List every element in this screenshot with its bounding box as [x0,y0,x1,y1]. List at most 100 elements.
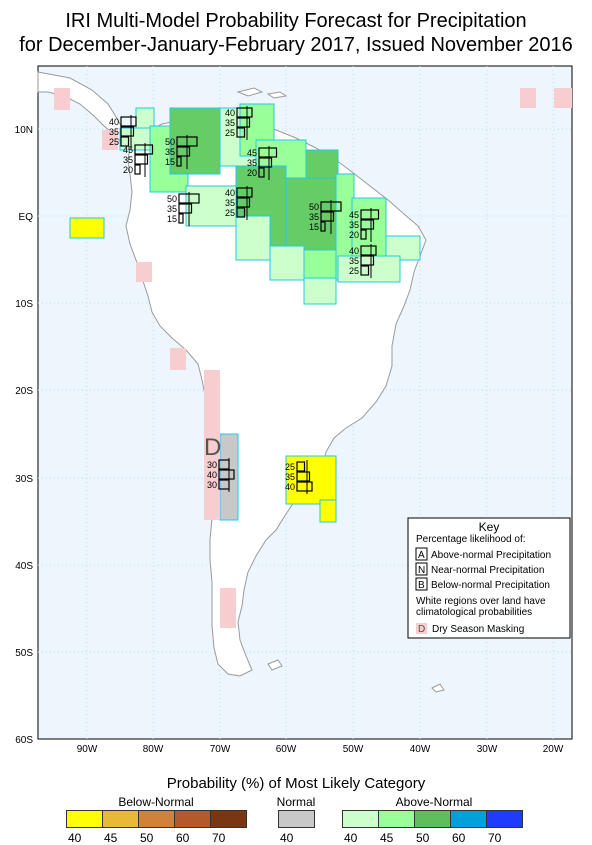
key-n-text: Near-normal Precipitation [431,565,544,576]
below-normal-shading [69,217,337,523]
lat-tick: 60S [15,735,33,746]
probability-value: 35 [225,198,235,208]
legend-tick-above: 60 [452,831,466,845]
south-georgia [431,683,445,693]
key-b-letter: B [418,580,425,591]
probability-bar [360,209,380,220]
map-title-line-2: for December-January-February 2017, Issu… [19,34,573,56]
probability-bar [236,197,251,208]
legend-tick-below: 60 [176,831,190,845]
probability-bar [258,157,273,168]
key-d-text: Dry Season Masking [432,624,524,635]
probability-value: 20 [123,165,133,175]
lon-tick: 80W [143,744,164,755]
legend-swatch-above [342,810,379,828]
dry-season-letter: D [204,434,221,461]
legend-swatch-above [486,810,523,828]
probability-bar [320,221,326,232]
lat-tick: 10S [15,299,33,310]
caribbean-islands-1 [236,87,264,97]
probability-value: 40 [225,188,235,198]
probability-value: 25 [349,266,359,276]
probability-bar [236,107,253,118]
probability-bar [120,126,135,137]
lat-tick: 10N [15,125,33,136]
legend-tick-above: 40 [344,831,358,845]
lon-tick: 20W [543,744,564,755]
dry-season-mask [54,88,572,628]
probability-value: 40 [109,117,119,127]
probability-value: 15 [309,222,319,232]
probability-value: 45 [247,148,257,158]
legend-swatch-normal [278,810,315,828]
lat-tick: 20S [15,386,33,397]
probability-value: 35 [109,127,119,137]
lat-tick: EQ [19,212,34,223]
probability-bar [296,471,311,482]
probability-bar [360,255,375,266]
legend-normal-label: Normal [276,795,316,809]
probability-value: 35 [165,147,175,157]
probability-bar [218,469,235,480]
probability-value: 15 [165,157,175,167]
probability-bar [320,211,335,222]
probability-value: 35 [349,220,359,230]
key-subtitle: Percentage likelihood of: [416,534,526,545]
legend-tick-normal: 40 [280,831,294,845]
lon-tick: 30W [477,744,498,755]
probability-value: 50 [167,194,177,204]
probability-value: 35 [167,204,177,214]
legend-above-label: Above-Normal [395,795,473,809]
probability-bar [134,144,154,155]
legend-swatch-above [414,810,451,828]
probability-bar [134,164,141,175]
probability-bar [236,207,246,218]
key-white-note-2: climatological probabilities [416,607,532,618]
probability-bar [360,265,370,276]
lat-tick: 50S [15,648,33,659]
probability-bar [360,245,377,256]
map-title-line-1: IRI Multi-Model Probability Forecast for… [65,10,527,32]
probability-value: 15 [167,214,177,224]
probability-value: 50 [309,202,319,212]
probability-value: 40 [225,108,235,118]
probability-value: 35 [309,212,319,222]
legend-tick-above: 50 [416,831,430,845]
probability-value: 40 [285,482,295,492]
probability-value: 50 [165,137,175,147]
probability-bar [258,167,265,178]
probability-value: 40 [349,246,359,256]
probability-bar [178,213,184,224]
probability-value: 25 [285,462,295,472]
legend-tick-above: 45 [380,831,394,845]
legend-swatch-below [138,810,175,828]
legend-swatch-below [66,810,103,828]
lon-tick: 90W [77,744,98,755]
caribbean-islands-2 [266,91,288,99]
key-n-letter: N [418,565,425,576]
probability-bar [296,481,313,492]
lon-tick: 40W [410,744,431,755]
probability-value: 25 [225,208,235,218]
probability-bar [296,461,306,472]
probability-value: 35 [225,118,235,128]
lat-tick-labels: 10N EQ 10S 20S 30S 40S 50S 60S [15,125,34,746]
lat-tick: 30S [15,474,33,485]
lon-tick: 50W [343,744,364,755]
legend-tick-above: 70 [488,831,502,845]
legend-tick-below: 45 [104,831,118,845]
probability-value: 35 [123,155,133,165]
key-title: Key [479,520,500,534]
probability-bar [236,117,251,128]
key-a-letter: A [418,550,425,561]
probability-bar [360,229,367,240]
